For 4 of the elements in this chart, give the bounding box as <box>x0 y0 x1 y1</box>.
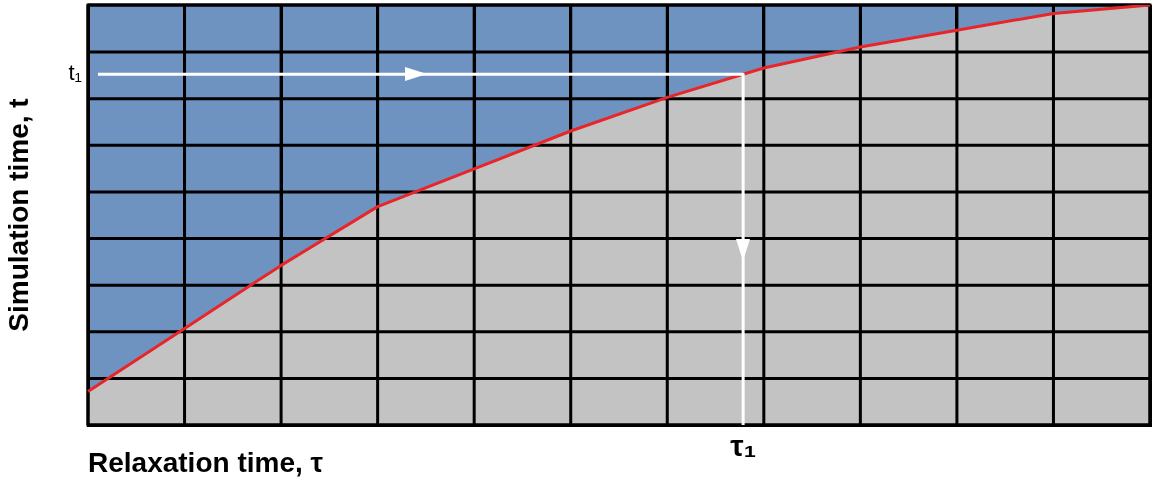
y-axis-title: Simulation time, t <box>2 98 34 332</box>
x-axis-title: Relaxation time, τ <box>88 446 324 478</box>
text: τ₁ <box>730 429 757 463</box>
ref-line-label: t₁ <box>68 60 82 86</box>
